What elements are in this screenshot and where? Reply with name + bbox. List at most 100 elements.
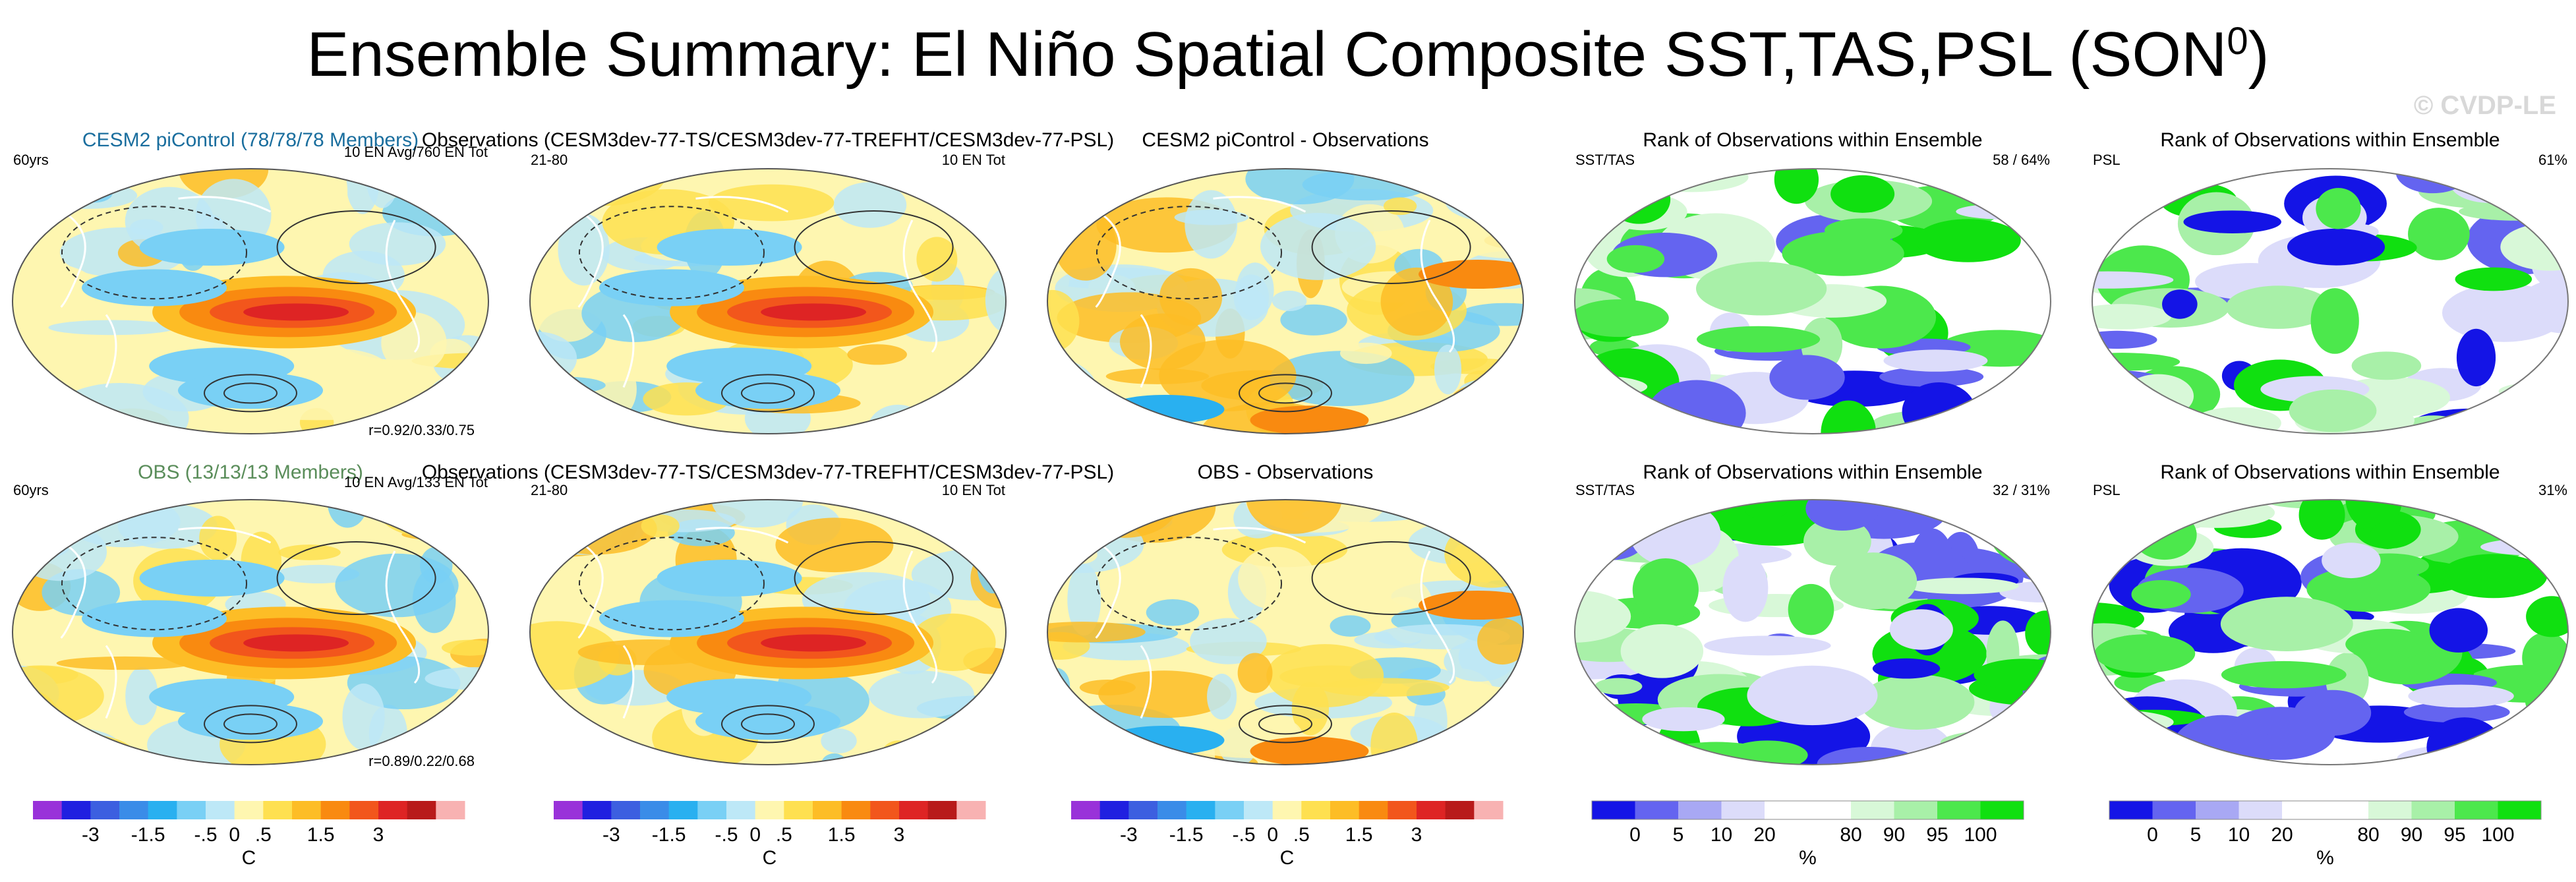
rank-patch (2159, 500, 2275, 528)
panel-title: Rank of Observations within Ensemble (1643, 129, 1983, 151)
anomaly-patch (1098, 670, 1231, 719)
anomaly-patch (530, 621, 620, 690)
anomaly-patch (821, 728, 857, 753)
map-outline (2092, 499, 2569, 765)
colorbar-tick-label: 80 (2357, 824, 2380, 846)
rank-patch (2092, 400, 2159, 434)
rank-patch (2132, 510, 2197, 560)
rank-patch (1883, 349, 1988, 372)
anomaly-patch (199, 515, 237, 561)
colorbar-segment (1445, 801, 1475, 819)
colorbar-segment (1474, 801, 1504, 819)
panel-right-label: 31% (2538, 482, 2567, 498)
panel-left-label: PSL (2093, 482, 2121, 498)
coastline (622, 645, 635, 719)
anomaly-patch (916, 237, 958, 282)
anomaly-patch (414, 194, 488, 212)
coastline (695, 196, 789, 213)
colorbar-segment (177, 801, 206, 819)
rank-patch (2183, 210, 2281, 233)
map-field (1047, 169, 1523, 434)
colorbar-tick-label: 3 (893, 824, 905, 846)
colorbar-segment (1157, 801, 1187, 819)
psl-contour (741, 713, 795, 735)
colorbar-segment (2282, 801, 2326, 819)
cool-anomaly (599, 269, 744, 307)
map-field (530, 500, 1006, 765)
colorbar (33, 801, 465, 819)
rank-patch (2092, 690, 2115, 732)
cool-anomaly (599, 600, 744, 637)
composite-map (1047, 499, 1524, 765)
rank-patch (2345, 629, 2430, 660)
rank-patch (2092, 500, 2125, 527)
coastline (1095, 544, 1121, 639)
anomaly-patch (413, 500, 488, 508)
rank-patch (1642, 707, 1725, 732)
panel-right-label: 10 EN Tot (941, 152, 1005, 168)
colorbar-segment (1359, 801, 1388, 819)
colorbar-segment (755, 801, 784, 819)
rank-patch (2525, 508, 2568, 548)
rank-patch (1598, 175, 1649, 212)
psl-contour (276, 210, 436, 284)
anomaly-patch (711, 500, 804, 528)
panel-right-label: 10 EN Avg/133 EN Tot (343, 474, 488, 490)
rank-patch (2092, 304, 2171, 330)
rank-patch (1575, 737, 1647, 764)
rank-patch (2122, 374, 2194, 419)
rank-patch (2525, 685, 2568, 718)
anomaly-patch (1260, 212, 1376, 280)
panel-left-label: 21-80 (531, 152, 568, 168)
colorbar-segment (611, 801, 641, 819)
colorbar-segment (61, 801, 91, 819)
colorbar-segment (2455, 801, 2498, 819)
cool-anomaly (657, 229, 802, 266)
psl-contour (61, 206, 247, 300)
anomaly-patch (709, 184, 834, 221)
diff-anomaly (1419, 260, 1523, 289)
diff-anomaly (1105, 726, 1225, 755)
anomaly-patch (972, 739, 1006, 765)
rank-patch (1747, 665, 1878, 726)
colorbar-tick-label: 80 (1840, 824, 1862, 846)
anomaly-patch (976, 506, 1006, 549)
anomaly-patch (1477, 618, 1523, 665)
colorbar-segment (640, 801, 670, 819)
colorbar-tick-label: 0 (2147, 824, 2158, 846)
psl-contour (223, 382, 278, 404)
anomaly-patch (13, 169, 27, 214)
colorbar-segment (841, 801, 871, 819)
coastline (1213, 196, 1306, 213)
panel-right-label: 58 / 64% (1993, 152, 2050, 168)
colorbar-tick-label: 10 (1710, 824, 1733, 846)
colorbar-segment (726, 801, 756, 819)
colorbar-segment (2411, 801, 2455, 819)
colorbar-segment (2196, 801, 2239, 819)
anomaly-patch (1237, 653, 1273, 693)
anomaly-patch (977, 535, 1006, 594)
rank-patch (1575, 299, 1669, 338)
anomaly-patch (966, 366, 1006, 428)
anomaly-patch (1159, 339, 1297, 412)
nino-tongue-layer (761, 303, 867, 321)
colorbar-unit: C (762, 847, 777, 869)
colorbar-tick-label: 0 (1629, 824, 1641, 846)
diff-anomaly (1250, 405, 1369, 434)
anomaly-patch (1489, 169, 1523, 210)
anomaly-patch (412, 568, 456, 633)
anomaly-patch (1466, 500, 1523, 536)
psl-contour (794, 541, 954, 615)
anomaly-patch (883, 332, 1006, 363)
composite-map (12, 499, 489, 765)
panel-left-label: 60yrs (13, 482, 49, 498)
anomaly-patch (1078, 382, 1106, 422)
colorbar-tick-label: 90 (1883, 824, 1906, 846)
colorbar-tick-label: 5 (2190, 824, 2202, 846)
rank-patch (2092, 271, 2174, 289)
rank-patch (1595, 678, 1643, 695)
anomaly-patch (530, 399, 587, 434)
anomaly-patch (56, 656, 193, 670)
psl-contour (794, 210, 954, 284)
nino-tongue-layer (761, 634, 867, 652)
